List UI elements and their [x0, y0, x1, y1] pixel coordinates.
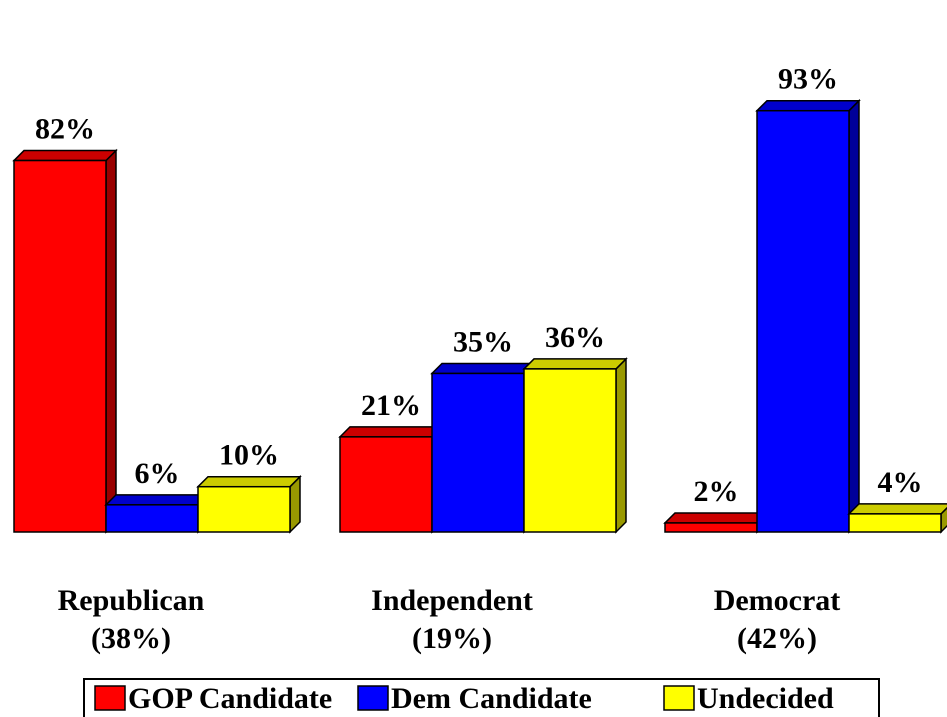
- value-label-undecided-democrat: 4%: [878, 466, 923, 499]
- value-label-gop-independent: 21%: [361, 389, 421, 422]
- bar-gop-republican: [13, 159, 107, 533]
- bar-top-dem-republican: [104, 494, 210, 506]
- category-share-independent: (19%): [412, 622, 492, 655]
- value-label-dem-independent: 35%: [453, 325, 513, 358]
- value-label-gop-democrat: 2%: [694, 475, 739, 508]
- bar-undecided-democrat: [848, 513, 942, 533]
- value-labels-layer: 82% 6% 10% 21% 35% 36% 2% 93% 4%: [35, 63, 923, 508]
- bars-layer: [12, 98, 947, 534]
- bar-gop-democrat: [664, 522, 758, 533]
- legend-swatch-dem: [357, 685, 389, 711]
- value-label-gop-republican: 82%: [35, 113, 95, 146]
- value-label-dem-democrat: 93%: [778, 63, 838, 96]
- category-share-democrat: (42%): [737, 622, 817, 655]
- bar-dem-democrat: [756, 109, 850, 533]
- bar-undecided-independent: [523, 368, 617, 533]
- legend-box: [83, 678, 880, 717]
- legend-swatch-undecided: [663, 685, 695, 711]
- legend-swatch-gop: [94, 685, 126, 711]
- bar-dem-republican: [105, 504, 199, 533]
- bar-top-undecided-republican: [196, 475, 302, 488]
- bar-top-undecided-independent: [522, 358, 628, 370]
- legend: GOP Candidate Dem Candidate Undecided: [83, 678, 880, 717]
- category-label-democrat: Democrat: [714, 584, 841, 617]
- bar-top-gop-republican: [12, 149, 118, 162]
- bar-side-dem-democrat: [848, 98, 860, 534]
- category-label-republican: Republican: [58, 584, 205, 617]
- legend-label-gop: GOP Candidate: [128, 682, 332, 715]
- value-label-undecided-republican: 10%: [219, 439, 279, 472]
- value-label-undecided-independent: 36%: [545, 321, 605, 354]
- legend-label-undecided: Undecided: [697, 682, 834, 715]
- bar-gop-independent: [339, 436, 433, 533]
- legend-label-dem: Dem Candidate: [391, 682, 592, 715]
- bar-top-dem-democrat: [755, 99, 861, 112]
- category-label-independent: Independent: [371, 584, 533, 617]
- bar-side-undecided-independent: [615, 357, 627, 534]
- bar-top-undecided-democrat: [847, 503, 947, 515]
- bar-undecided-republican: [197, 485, 291, 533]
- bar-top-gop-independent: [338, 426, 444, 438]
- bar-top-dem-independent: [430, 362, 536, 375]
- bar-side-gop-republican: [105, 148, 117, 534]
- value-label-dem-republican: 6%: [135, 457, 180, 490]
- bar-dem-independent: [431, 372, 525, 533]
- bar-top-gop-democrat: [663, 512, 769, 524]
- category-share-republican: (38%): [91, 622, 171, 655]
